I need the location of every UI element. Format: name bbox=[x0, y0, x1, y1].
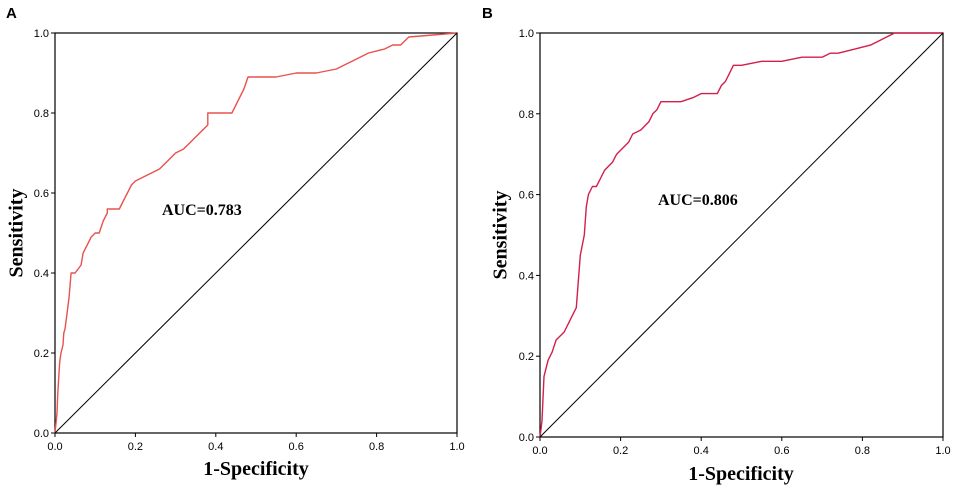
panel-b-x-tick-label: 0.2 bbox=[613, 445, 628, 457]
panel-a-chart: A 0.0 0.2 0.4 0.6 0.8 1.0 0.0 0.2 0.4 0.6 0.8 1.0 AUC… bbox=[6, 5, 465, 480]
panel-b-chart: B 0.0 0.2 0.4 0.6 0.8 1.0 0.0 0.2 0.4 0.6 0.8 1.0 AUC… bbox=[482, 5, 951, 485]
panel-a-reference-diagonal-line bbox=[54, 32, 458, 434]
panel-a-letter: A bbox=[6, 5, 17, 22]
panel-b-letter: B bbox=[482, 5, 493, 22]
panel-a-x-tick-label: 0.6 bbox=[289, 441, 304, 453]
panel-a-y-tick-label: 0.8 bbox=[34, 108, 49, 120]
panel-a-y-tick-label: 0.4 bbox=[34, 268, 49, 280]
panel-b-y-tick-label: 1.0 bbox=[519, 28, 534, 40]
panel-a-y-tick-label: 0.2 bbox=[34, 348, 49, 360]
panel-a-roc-curve bbox=[54, 32, 458, 434]
panel-b-auc-annotation: AUC=0.806 bbox=[658, 192, 738, 209]
panel-b-x-tick-label: 0.0 bbox=[532, 445, 547, 457]
panel-a-x-tick-label: 0.8 bbox=[369, 441, 384, 453]
panel-a-y-tick-label: 0.6 bbox=[34, 188, 49, 200]
panel-a-auc-annotation: AUC=0.783 bbox=[162, 202, 242, 219]
panel-b-x-axis-title: 1-Specificity bbox=[688, 463, 794, 485]
panel-a-x-tick-label: 0.2 bbox=[128, 441, 143, 453]
panel-b-x-tick-label: 0.4 bbox=[694, 445, 709, 457]
panel-a-y-tick-label: 0.0 bbox=[34, 428, 49, 440]
panel-b-roc-curve bbox=[539, 32, 943, 438]
panel-a-x-tick-label: 0.4 bbox=[208, 441, 223, 453]
panel-b-y-tick-label: 0.8 bbox=[519, 109, 534, 121]
panel-b-x-tick-label: 0.8 bbox=[855, 445, 870, 457]
panel-a-x-tick-label: 0.0 bbox=[47, 441, 62, 453]
panel-a-x-axis-title: 1-Specificity bbox=[203, 458, 309, 480]
panel-b-y-tick-label: 0.2 bbox=[519, 351, 534, 363]
panel-b-y-tick-label: 0.6 bbox=[519, 190, 534, 202]
panel-b-reference-diagonal-line bbox=[539, 32, 944, 438]
panel-b-y-axis-title: Sensitivity bbox=[490, 191, 512, 280]
panel-b-y-tick-label: 0.0 bbox=[519, 432, 534, 444]
panel-a-plot-frame bbox=[54, 32, 458, 434]
panel-b-y-tick-label: 0.4 bbox=[519, 270, 534, 282]
panel-a-x-tick-label: 1.0 bbox=[449, 441, 464, 453]
panel-b-plot-frame bbox=[539, 32, 944, 438]
panel-b-x-tick-label: 0.6 bbox=[774, 445, 789, 457]
panel-a-y-axis-title: Sensitivity bbox=[6, 189, 28, 278]
panel-a-y-tick-label: 1.0 bbox=[34, 28, 49, 40]
panel-b-x-tick-label: 1.0 bbox=[935, 445, 950, 457]
